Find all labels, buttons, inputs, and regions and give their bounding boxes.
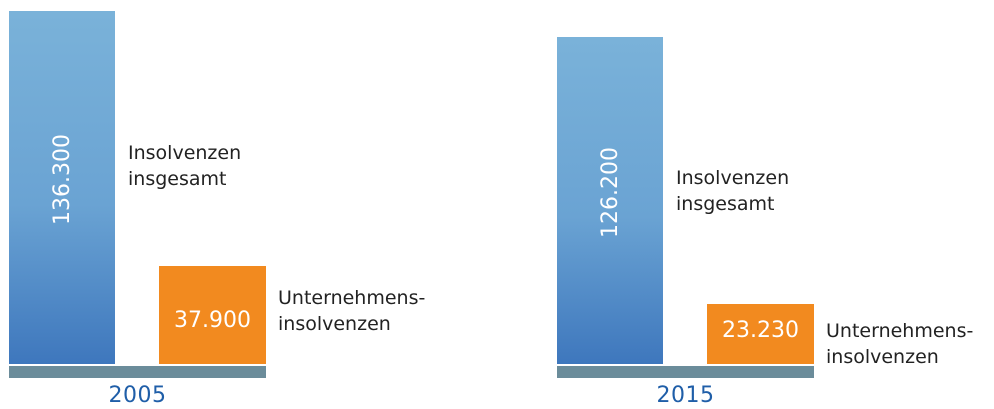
bar-enterprise-2005 — [159, 265, 266, 364]
legend-total-line-2: insgesamt — [128, 167, 227, 190]
data-label-total-2005: 136.300 — [49, 134, 75, 225]
bar-enterprise-2015 — [707, 303, 814, 364]
chart-panel-2015: 126.200 23.230 2015 Insolvenzen insgesamt Unt… — [548, 0, 994, 409]
legend-total-line-1: Insolvenzen — [128, 141, 242, 164]
legend-enterprise-2005: Unternehmens-insolvenzen — [278, 285, 425, 337]
bar-total-2005 — [9, 11, 115, 364]
data-label-total-2015: 126.200 — [597, 147, 623, 239]
baseline-2005 — [9, 366, 266, 378]
legend-enterprise-2015: Unternehmens-insolvenzen — [826, 318, 973, 370]
legend-enterprise-line-2: insolvenzen — [278, 312, 391, 335]
legend-total-line-2: insgesamt — [676, 192, 775, 215]
legend-total-2005: Insolvenzen insgesamt — [128, 140, 241, 192]
year-label-2005: 2005 — [108, 383, 167, 408]
legend-enterprise-line-2: insolvenzen — [826, 345, 939, 368]
bar-total-2015 — [557, 37, 663, 364]
data-label-enterprise-2005: 37.900 — [174, 308, 251, 333]
chart-panel-2005: 136.300 37.900 2005 Insolvenzen insgesamt Unt… — [0, 0, 446, 409]
baseline-2015 — [557, 366, 814, 378]
year-label-2015: 2015 — [656, 383, 715, 408]
legend-enterprise-line-1: Unternehmens- — [826, 319, 974, 342]
legend-enterprise-line-1: Unternehmens- — [278, 286, 426, 309]
legend-total-line-1: Insolvenzen — [676, 166, 790, 189]
data-label-enterprise-2015: 23.230 — [722, 318, 799, 343]
legend-total-2015: Insolvenzen insgesamt — [676, 165, 789, 217]
